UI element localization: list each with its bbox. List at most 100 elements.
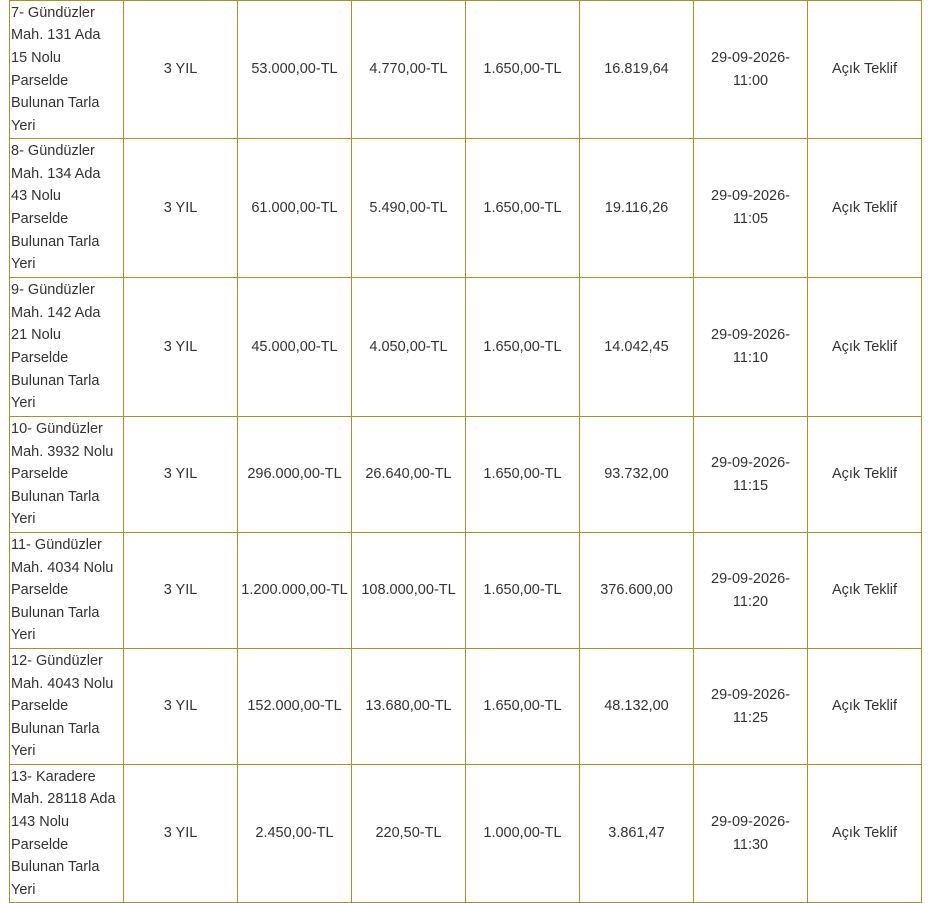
parcel-description-line: 43 Nolu xyxy=(11,188,61,205)
estimated-price-cell: 296.000,00-TL xyxy=(237,416,352,533)
tender-table-container: 7- Gündüzler Mah. 131 Ada 15 Nolu Parselde B… xyxy=(9,0,922,903)
estimated-price-cell: 152.000,00-TL xyxy=(237,648,352,765)
parcel-description-line: Parselde xyxy=(11,698,69,715)
parcel-description-line: Bulunan Tarla xyxy=(11,95,100,112)
duration-cell: 3 YIL xyxy=(123,532,238,649)
parcel-description-line: Bulunan Tarla xyxy=(11,720,100,737)
tender-datetime-cell: 29-09-2026- 11:15 xyxy=(693,416,808,533)
specification-fee-cell: 1.650,00-TL xyxy=(465,138,580,278)
tender-date: 29-09-2026- xyxy=(711,570,790,587)
tender-date: 29-09-2026- xyxy=(711,686,790,703)
parcel-description-line: Mah. 28118 Ada xyxy=(11,791,116,808)
tender-method-cell: Açık Teklif xyxy=(807,532,922,649)
tender-time: 11:15 xyxy=(732,477,769,494)
specification-fee-cell: 1.650,00-TL xyxy=(465,532,580,649)
parcel-description-cell: 9- Gündüzler Mah. 142 Ada 21 Nolu Parselde B… xyxy=(9,277,124,417)
tender-datetime-cell: 29-09-2026- 11:05 xyxy=(693,138,808,278)
tender-datetime-cell: 29-09-2026- 11:30 xyxy=(693,764,808,903)
tender-date: 29-09-2026- xyxy=(711,813,790,830)
parcel-description-line: Yeri xyxy=(11,881,36,898)
tender-time: 11:05 xyxy=(732,211,769,227)
tender-datetime-cell: 29-09-2026- 11:00 xyxy=(693,0,808,139)
parcel-description-line: Mah. 4043 Nolu xyxy=(11,675,114,692)
table-row: 8- Gündüzler Mah. 134 Ada 43 Nolu Parselde B… xyxy=(9,138,922,278)
tender-method-cell: Açık Teklif xyxy=(807,138,922,278)
parcel-description-line: Yeri xyxy=(11,256,36,273)
parcel-description-line: Bulunan Tarla xyxy=(11,233,100,250)
estimated-price-cell: 45.000,00-TL xyxy=(237,277,352,417)
tender-method-cell: Açık Teklif xyxy=(807,648,922,765)
tender-time: 11:20 xyxy=(732,593,769,610)
specification-fee-cell: 1.650,00-TL xyxy=(465,277,580,417)
guarantee-amount-cell: 13.680,00-TL xyxy=(351,648,466,765)
guarantee-amount-cell: 26.640,00-TL xyxy=(351,416,466,533)
parcel-description-cell: 12- Gündüzler Mah. 4043 Nolu Parselde Bulun… xyxy=(9,648,124,765)
parcel-description-line: Parselde xyxy=(11,466,69,483)
tender-method-cell: Açık Teklif xyxy=(807,416,922,533)
tender-date: 29-09-2026- xyxy=(711,327,790,344)
table-row: 11- Gündüzler Mah. 4034 Nolu Parselde Bulun… xyxy=(9,532,922,649)
amount-cell: 14.042,45 xyxy=(579,277,694,417)
specification-fee-cell: 1.650,00-TL xyxy=(465,648,580,765)
parcel-description-cell: 10- Gündüzler Mah. 3932 Nolu Parselde Bulun… xyxy=(9,416,124,533)
table-row: 12- Gündüzler Mah. 4043 Nolu Parselde Bulun… xyxy=(9,648,922,765)
table-row: 13- Karadere Mah. 28118 Ada 143 Nolu Parsel… xyxy=(9,764,922,903)
guarantee-amount-cell: 4.050,00-TL xyxy=(351,277,466,417)
tender-time: 11:25 xyxy=(732,709,769,726)
estimated-price-cell: 61.000,00-TL xyxy=(237,138,352,278)
tender-date: 29-09-2026- xyxy=(711,188,790,205)
parcel-description-cell: 13- Karadere Mah. 28118 Ada 143 Nolu Parsel… xyxy=(9,764,124,903)
parcel-description-line: Parselde xyxy=(11,836,69,853)
parcel-description-line: Mah. 142 Ada xyxy=(11,304,101,321)
parcel-description-line: Yeri xyxy=(11,395,36,412)
duration-cell: 3 YIL xyxy=(123,416,238,533)
tender-datetime-cell: 29-09-2026- 11:20 xyxy=(693,532,808,649)
parcel-description-line: Bulunan Tarla xyxy=(11,488,100,505)
amount-cell: 376.600,00 xyxy=(579,532,694,649)
guarantee-amount-cell: 220,50-TL xyxy=(351,764,466,903)
tender-table-body: 7- Gündüzler Mah. 131 Ada 15 Nolu Parselde B… xyxy=(9,0,922,903)
specification-fee-cell: 1.000,00-TL xyxy=(465,764,580,903)
duration-cell: 3 YIL xyxy=(123,138,238,278)
table-row: 9- Gündüzler Mah. 142 Ada 21 Nolu Parselde B… xyxy=(9,277,922,417)
parcel-description-line: Yeri xyxy=(11,743,36,760)
duration-cell: 3 YIL xyxy=(123,0,238,139)
parcel-description-cell: 7- Gündüzler Mah. 131 Ada 15 Nolu Parselde B… xyxy=(9,0,124,139)
parcel-description-line: Parselde xyxy=(11,211,69,227)
amount-cell: 16.819,64 xyxy=(579,0,694,139)
tender-date: 29-09-2026- xyxy=(711,49,790,66)
parcel-description-line: 15 Nolu xyxy=(11,49,61,66)
parcel-description-line: 7- Gündüzler xyxy=(11,4,95,21)
table-row: 10- Gündüzler Mah. 3932 Nolu Parselde Bulun… xyxy=(9,416,922,533)
parcel-description-line: 143 Nolu xyxy=(11,813,70,830)
parcel-description-line: Parselde xyxy=(11,582,69,599)
parcel-description-line: Bulunan Tarla xyxy=(11,372,100,389)
table-row: 7- Gündüzler Mah. 131 Ada 15 Nolu Parselde B… xyxy=(9,0,922,139)
parcel-description-line: Mah. 4034 Nolu xyxy=(11,559,114,576)
tender-time: 11:30 xyxy=(732,836,769,853)
tender-table: 7- Gündüzler Mah. 131 Ada 15 Nolu Parselde B… xyxy=(9,0,922,903)
parcel-description-line: 11- Gündüzler xyxy=(11,537,102,554)
parcel-description-line: Mah. 131 Ada xyxy=(11,27,101,44)
parcel-description-line: 13- Karadere xyxy=(11,768,96,785)
parcel-description-line: Bulunan Tarla xyxy=(11,604,100,621)
tender-method-cell: Açık Teklif xyxy=(807,0,922,139)
estimated-price-cell: 53.000,00-TL xyxy=(237,0,352,139)
estimated-price-cell: 1.200.000,00-TL xyxy=(237,532,352,649)
tender-datetime-cell: 29-09-2026- 11:25 xyxy=(693,648,808,765)
parcel-description-line: Mah. 3932 Nolu xyxy=(11,443,114,460)
specification-fee-cell: 1.650,00-TL xyxy=(465,416,580,533)
duration-cell: 3 YIL xyxy=(123,764,238,903)
parcel-description-line: 10- Gündüzler xyxy=(11,421,103,438)
parcel-description-cell: 8- Gündüzler Mah. 134 Ada 43 Nolu Parselde B… xyxy=(9,138,124,278)
tender-method-cell: Açık Teklif xyxy=(807,764,922,903)
guarantee-amount-cell: 4.770,00-TL xyxy=(351,0,466,139)
tender-date: 29-09-2026- xyxy=(711,454,790,471)
specification-fee-cell: 1.650,00-TL xyxy=(465,0,580,139)
amount-cell: 3.861,47 xyxy=(579,764,694,903)
tender-datetime-cell: 29-09-2026- 11:10 xyxy=(693,277,808,417)
tender-time: 11:00 xyxy=(732,72,769,89)
estimated-price-cell: 2.450,00-TL xyxy=(237,764,352,903)
parcel-description-line: Parselde xyxy=(11,72,69,89)
parcel-description-line: Parselde xyxy=(11,350,69,366)
